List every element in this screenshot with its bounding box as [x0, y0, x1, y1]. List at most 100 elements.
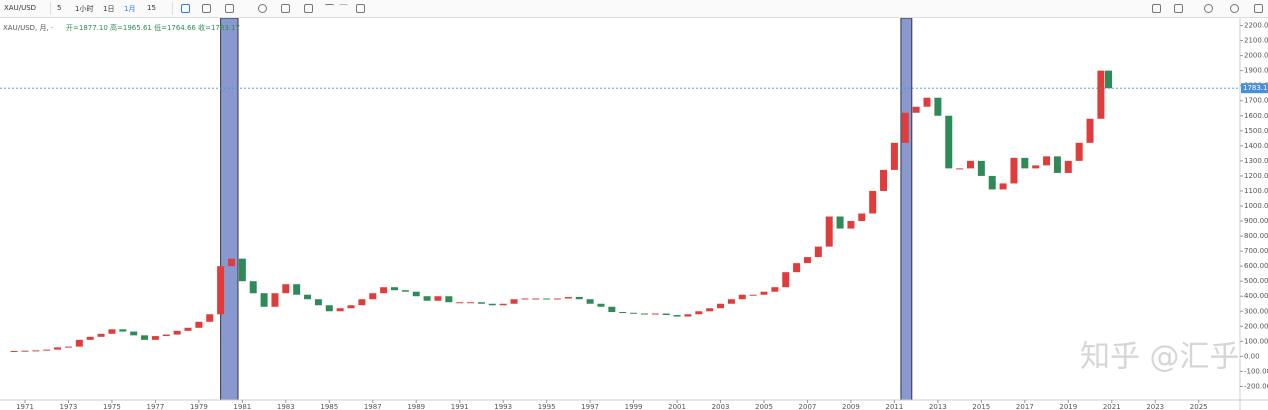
interval-button[interactable]: 5: [57, 4, 62, 12]
save-button[interactable]: [1204, 4, 1213, 13]
template-button[interactable]: [281, 4, 290, 13]
interval-button[interactable]: 15: [147, 4, 156, 12]
last-price-label: 1783.17: [1243, 84, 1268, 92]
candle: [608, 306, 616, 313]
candle: [173, 330, 181, 335]
interval-button[interactable]: 1月: [124, 5, 136, 13]
candle: [630, 312, 638, 314]
candle: [727, 299, 735, 304]
x-tick-label: 1981: [233, 403, 251, 410]
y-tick-label: -200.00: [1244, 382, 1268, 390]
y-tick-label: 1000.00: [1244, 202, 1268, 210]
candle: [564, 296, 572, 299]
x-tick-label: 1983: [277, 403, 295, 410]
candle: [586, 299, 594, 304]
candle: [336, 308, 344, 312]
watermark: 知乎 @汇乎: [1080, 340, 1240, 375]
redo-button[interactable]: [339, 4, 348, 13]
candle: [260, 293, 268, 307]
candle: [130, 331, 138, 336]
fullscreen-button[interactable]: [1254, 4, 1263, 13]
candle: [1075, 142, 1083, 161]
x-tick-label: 2003: [712, 403, 730, 410]
candle: [1053, 156, 1061, 173]
candle: [803, 257, 811, 264]
candle: [1064, 160, 1072, 173]
toolbar: XAU/USD 5 1小时 1日 1月 15: [0, 0, 1268, 18]
x-tick-label: 1987: [364, 403, 382, 410]
candle: [869, 190, 877, 214]
candle: [238, 258, 246, 282]
candle: [1105, 70, 1113, 89]
x-tick-label: 1995: [538, 403, 556, 410]
x-tick-label: 2025: [1190, 403, 1208, 410]
candle: [510, 299, 518, 304]
interval-button[interactable]: 1日: [103, 5, 115, 13]
candle: [64, 346, 72, 348]
screenshot-button[interactable]: [1152, 4, 1161, 13]
candle: [423, 296, 431, 301]
y-tick-label: 1900.00: [1244, 67, 1268, 75]
x-tick-label: 2015: [972, 403, 990, 410]
chart-type-button[interactable]: [181, 4, 190, 13]
candle: [999, 183, 1007, 190]
candle: [249, 281, 257, 294]
y-tick-label: 900.00: [1244, 217, 1268, 225]
candle: [390, 287, 398, 291]
y-tick-label: 1200.00: [1244, 172, 1268, 180]
candle: [771, 287, 779, 292]
indicator-button[interactable]: [202, 4, 211, 13]
x-tick-label: 1977: [146, 403, 164, 410]
candle: [217, 266, 225, 315]
x-tick-label: 1989: [407, 403, 425, 410]
x-tick-label: 2007: [799, 403, 817, 410]
candle: [1010, 157, 1018, 184]
candle: [619, 312, 627, 314]
load-button[interactable]: [1230, 4, 1239, 13]
x-tick-label: 1979: [190, 403, 208, 410]
last-price-box: [1241, 83, 1268, 94]
candle: [10, 350, 18, 352]
y-tick-label: 1600.00: [1244, 112, 1268, 120]
y-tick-label: 2000.00: [1244, 52, 1268, 60]
candle: [640, 313, 648, 315]
x-tick-label: 2019: [1059, 403, 1077, 410]
compare-button[interactable]: [225, 4, 234, 13]
candle: [543, 298, 551, 300]
candle: [347, 305, 355, 309]
interval-button[interactable]: 1小时: [75, 5, 94, 13]
candle: [1021, 157, 1029, 169]
candle: [488, 303, 496, 306]
y-tick-label: 600.00: [1244, 262, 1268, 270]
alert-button[interactable]: [356, 4, 365, 13]
x-tick-label: 1993: [494, 403, 512, 410]
candle: [880, 169, 888, 191]
y-tick-label: 800.00: [1244, 232, 1268, 240]
candle: [749, 294, 757, 296]
candle: [662, 313, 670, 316]
symbol-input[interactable]: XAU/USD: [4, 4, 37, 12]
y-tick-label: 1700.00: [1244, 97, 1268, 105]
candle: [369, 293, 377, 300]
candle: [119, 329, 127, 332]
chart: XAU/USD, 月, · 开=1877.10 高=1965.61 低=1764…: [0, 18, 1268, 410]
candle: [380, 287, 388, 294]
candle: [1097, 70, 1105, 119]
candle: [977, 160, 985, 176]
layout-button[interactable]: [1174, 4, 1183, 13]
x-tick-label: 1999: [625, 403, 643, 410]
y-tick-label: 1500.00: [1244, 127, 1268, 135]
undo-button[interactable]: [325, 4, 334, 13]
candle: [966, 160, 974, 169]
replay-button[interactable]: [304, 4, 313, 13]
settings-button[interactable]: [258, 4, 267, 13]
candle: [825, 216, 833, 247]
candle: [956, 168, 964, 170]
legend-ohlc: 开=1877.10 高=1965.61 低=1764.66 收=1783.17: [66, 23, 240, 32]
x-tick-label: 1971: [16, 403, 34, 410]
x-tick-label: 2021: [1103, 403, 1121, 410]
candle: [684, 314, 692, 317]
candle: [456, 302, 464, 304]
candle: [858, 213, 866, 222]
separator: [172, 2, 173, 15]
